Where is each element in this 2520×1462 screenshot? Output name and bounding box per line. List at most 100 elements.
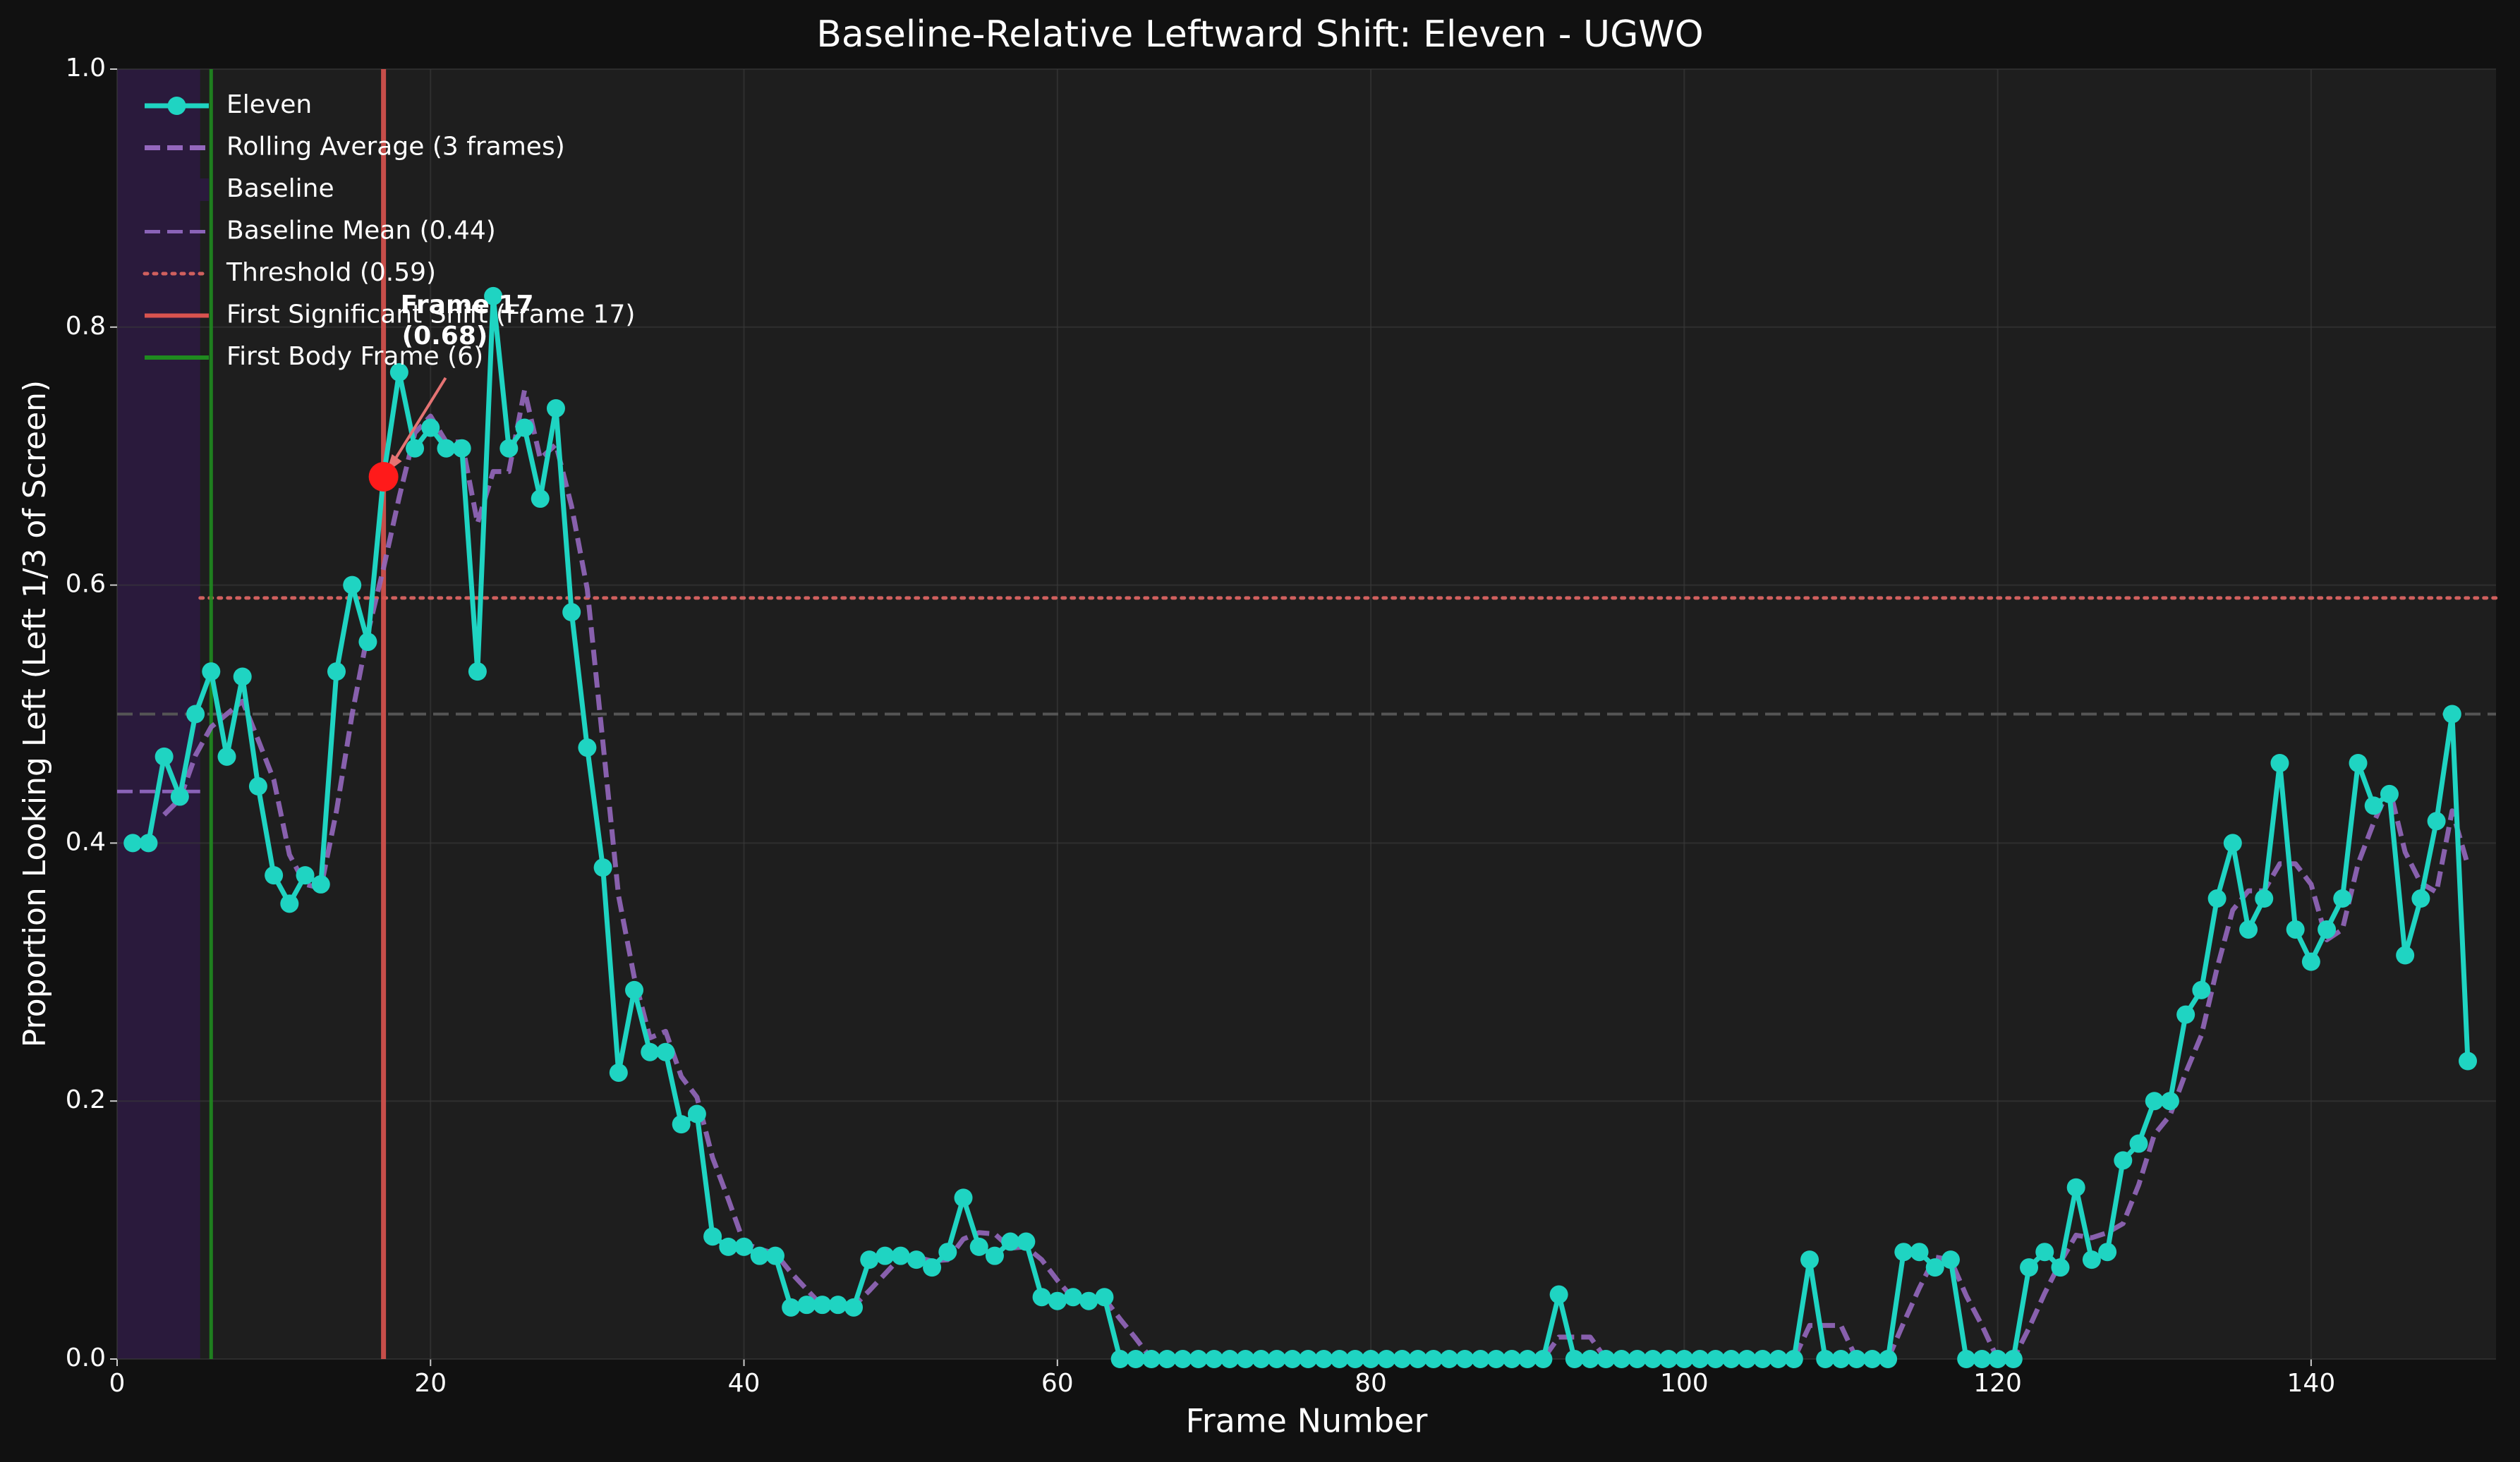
data-point	[1252, 1350, 1271, 1368]
chart-title: Baseline-Relative Leftward Shift: Eleven…	[816, 13, 1703, 56]
data-point	[1502, 1350, 1521, 1368]
data-point	[1879, 1350, 1898, 1368]
data-point	[1894, 1243, 1913, 1262]
x-tick-label: 0	[109, 1369, 126, 1398]
data-point	[1377, 1350, 1396, 1368]
data-point	[155, 747, 174, 766]
data-point	[2270, 754, 2289, 773]
x-tick-label: 120	[1973, 1369, 2022, 1398]
data-point	[1565, 1350, 1584, 1368]
data-point	[123, 834, 143, 853]
data-point	[750, 1246, 769, 1265]
data-point	[2301, 952, 2320, 971]
data-point	[1862, 1350, 1882, 1368]
annotation-point	[368, 461, 399, 492]
data-point	[562, 603, 581, 622]
data-point	[1283, 1350, 1302, 1368]
data-point	[1612, 1350, 1631, 1368]
x-tick-label: 140	[2287, 1369, 2336, 1398]
legend-label: First Significant Shift (Frame 17)	[226, 300, 635, 329]
data-point	[2239, 920, 2258, 939]
data-point	[1643, 1350, 1662, 1368]
data-point	[2035, 1243, 2054, 1262]
data-point	[437, 439, 456, 458]
data-point	[1941, 1250, 1960, 1269]
data-point	[389, 363, 408, 382]
data-point	[546, 399, 565, 418]
data-point	[406, 439, 425, 458]
data-point	[578, 738, 597, 757]
data-point	[358, 633, 377, 652]
data-point	[1048, 1291, 1067, 1310]
data-point	[1142, 1350, 1161, 1368]
data-point	[734, 1237, 753, 1256]
data-point	[782, 1298, 801, 1317]
data-point	[2380, 784, 2399, 803]
data-point	[1173, 1350, 1192, 1368]
data-point	[844, 1298, 864, 1317]
data-point	[499, 439, 519, 458]
data-point	[1690, 1350, 1709, 1368]
data-point	[1659, 1350, 1678, 1368]
data-point	[1957, 1350, 1976, 1368]
y-tick-label: 0.0	[66, 1344, 106, 1372]
data-point	[860, 1250, 879, 1269]
data-point	[609, 1063, 628, 1082]
data-point	[1800, 1250, 1819, 1269]
data-point	[2051, 1258, 2070, 1277]
data-point	[515, 418, 534, 437]
data-point	[1675, 1350, 1694, 1368]
data-point	[1126, 1350, 1145, 1368]
data-point	[248, 776, 267, 796]
data-point	[2411, 889, 2430, 908]
data-point	[2286, 920, 2305, 939]
data-point	[1973, 1350, 1992, 1368]
data-point	[593, 858, 612, 877]
data-point	[985, 1246, 1004, 1265]
data-point	[2459, 1052, 2478, 1071]
data-point	[2207, 889, 2227, 908]
data-point	[1079, 1291, 1098, 1310]
data-point	[891, 1246, 910, 1265]
data-point	[828, 1296, 847, 1315]
y-tick-label: 0.8	[66, 312, 106, 341]
data-point	[719, 1237, 738, 1256]
data-point	[1299, 1350, 1318, 1368]
data-point	[2255, 889, 2274, 908]
data-point	[1831, 1350, 1850, 1368]
data-point	[2098, 1243, 2117, 1262]
data-point	[186, 705, 205, 724]
data-point	[1032, 1288, 1051, 1307]
data-point	[703, 1227, 722, 1246]
y-tick-label: 0.2	[66, 1085, 106, 1114]
data-point	[1706, 1350, 1725, 1368]
legend-label: Baseline Mean (0.44)	[226, 217, 496, 245]
data-point	[2066, 1178, 2085, 1197]
data-point	[202, 662, 221, 681]
data-point	[1486, 1350, 1506, 1368]
data-point	[1440, 1350, 1459, 1368]
y-axis-label: Proportion Looking Left (Left 1/3 of Scr…	[17, 380, 53, 1047]
legend-swatch-marker	[167, 97, 186, 115]
data-point	[1738, 1350, 1757, 1368]
data-point	[1017, 1232, 1036, 1251]
data-point	[2427, 812, 2446, 831]
data-point	[1345, 1350, 1364, 1368]
legend-label: Threshold (0.59)	[226, 258, 436, 287]
data-point	[969, 1237, 988, 1256]
data-point	[2114, 1151, 2133, 1170]
data-point	[1095, 1288, 1114, 1307]
annotation-arrow	[386, 377, 447, 473]
legend-swatch	[145, 178, 209, 201]
data-point	[1471, 1350, 1490, 1368]
data-point	[1988, 1350, 2007, 1368]
legend-label: Rolling Average (3 frames)	[226, 133, 565, 162]
y-tick-label: 0.4	[66, 827, 106, 856]
data-point	[765, 1246, 785, 1265]
data-point	[296, 866, 315, 885]
legend-label: Baseline	[226, 174, 334, 203]
annotation-text: (0.68)	[402, 322, 488, 351]
data-point	[1064, 1288, 1083, 1307]
data-point	[813, 1296, 832, 1315]
data-point	[625, 980, 644, 999]
